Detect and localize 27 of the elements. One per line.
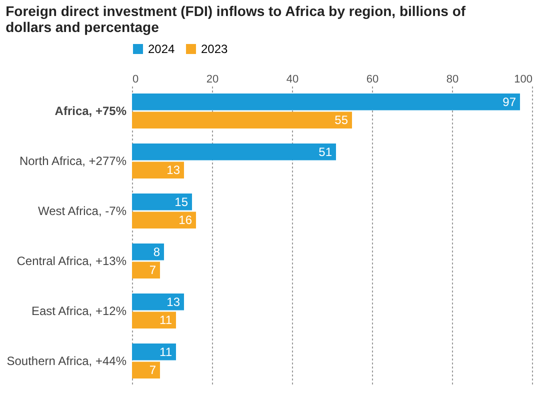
x-tick-label: 100 bbox=[514, 74, 532, 86]
data-label: 8 bbox=[153, 244, 160, 259]
x-tick-label: 80 bbox=[446, 74, 459, 86]
data-label: 51 bbox=[318, 144, 332, 159]
y-tick-label: Africa, +75% bbox=[54, 104, 127, 118]
data-label: 11 bbox=[160, 344, 172, 359]
y-tick-label: East Africa, +12% bbox=[31, 304, 127, 318]
x-tick-label: 60 bbox=[366, 74, 379, 86]
x-tick-label: 20 bbox=[206, 74, 219, 86]
data-label: 7 bbox=[149, 363, 156, 378]
x-tick-label: 40 bbox=[286, 74, 299, 86]
x-tick-label: 0 bbox=[132, 74, 139, 86]
legend-label: 2023 bbox=[201, 42, 228, 56]
data-label: 13 bbox=[166, 163, 180, 178]
y-tick-label: Southern Africa, +44% bbox=[6, 354, 127, 368]
y-tick-label: North Africa, +277% bbox=[19, 154, 127, 168]
data-label: 55 bbox=[334, 113, 348, 128]
data-label: 11 bbox=[160, 313, 172, 328]
chart-title: Foreign direct investment (FDI) inflows to Africa by region, billions of dollars and percentage bbox=[6, 3, 466, 35]
y-tick-label: West Africa, -7% bbox=[38, 204, 127, 218]
data-label: 13 bbox=[166, 294, 180, 309]
y-tick-label: Central Africa, +13% bbox=[16, 254, 127, 268]
legend-label: 2024 bbox=[148, 42, 176, 56]
data-label: 7 bbox=[149, 263, 156, 278]
data-label: 97 bbox=[502, 94, 516, 109]
data-label: 16 bbox=[178, 213, 192, 228]
data-label: 15 bbox=[174, 194, 188, 209]
